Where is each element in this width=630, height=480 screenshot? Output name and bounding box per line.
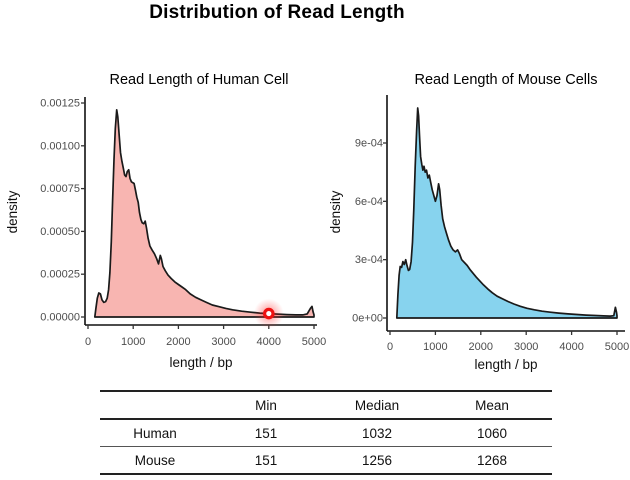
x-tick-label: 4000 <box>559 341 583 353</box>
plot-panel: 0.00000 0.00025 0.00050 0.00075 0.00100 0.001… <box>40 97 326 348</box>
human-density-plot: Read Length of Human Cell density length… <box>0 55 330 385</box>
y-tick-label: 0.00000 <box>40 312 80 324</box>
table-row-human: Human 151 1032 1060 <box>100 419 552 447</box>
mouse-mean: 1268 <box>476 452 508 468</box>
y-axis-label: density <box>5 190 20 233</box>
y-tick-label: 9e-04 <box>355 138 383 150</box>
mouse-density-chart: Read Length of Mouse Cells density lengt… <box>330 72 629 372</box>
col-header-min: Min <box>210 391 322 420</box>
summary-table: Min Median Mean Human 151 1032 1060 Mous… <box>100 390 552 475</box>
x-tick-label: 2000 <box>469 341 493 353</box>
y-tick-label: 3e-04 <box>355 254 383 266</box>
plot-title: Read Length of Mouse Cells <box>415 72 598 88</box>
x-axis-label: length / bp <box>169 355 232 370</box>
density-area <box>93 108 315 318</box>
density-area <box>395 107 618 319</box>
x-tick-label: 1000 <box>423 341 447 353</box>
y-tick-label: 0.00025 <box>40 269 80 281</box>
human-density-chart: Read Length of Human Cell density length… <box>5 72 326 370</box>
figure-title: Distribution of Read Length <box>149 2 405 23</box>
human-mean: 1060 <box>432 419 552 447</box>
mouse-median: 1256 <box>361 452 393 468</box>
mouse-density-plot: Read Length of Mouse Cells density lengt… <box>330 55 630 385</box>
y-tick-label: 0.00075 <box>40 183 80 195</box>
summary-table-container: Min Median Mean Human 151 1032 1060 Mous… <box>100 390 552 475</box>
click-marker-ring <box>262 307 275 320</box>
x-tick-label: 3000 <box>514 341 538 353</box>
row-label: Mouse <box>134 452 176 468</box>
row-label: Human <box>100 419 210 447</box>
x-tick-label: 0 <box>85 336 91 348</box>
y-tick-label: 0.00050 <box>40 226 80 238</box>
plot-title: Read Length of Human Cell <box>110 72 289 88</box>
x-tick-label: 5000 <box>605 341 629 353</box>
x-axis-label: length / bp <box>474 357 537 372</box>
x-tick-label: 3000 <box>211 336 235 348</box>
x-tick-label: 5000 <box>302 336 326 348</box>
y-tick-label: 0.00100 <box>40 140 80 152</box>
y-tick-label: 0e+00 <box>352 313 383 325</box>
x-tick-label: 1000 <box>121 336 145 348</box>
plot-panel: 0e+00 3e-04 6e-04 9e-04 0 1000 2000 3000 4000 500… <box>352 95 629 353</box>
col-header-mean: Mean <box>432 391 552 420</box>
table-row-mouse: Mouse 151 1256 1268 <box>100 447 552 475</box>
table-header-row: Min Median Mean <box>100 391 552 420</box>
human-median: 1032 <box>322 419 432 447</box>
x-tick-label: 4000 <box>257 336 281 348</box>
corner-cell <box>100 391 210 420</box>
human-min: 151 <box>210 419 322 447</box>
y-axis-label: density <box>330 190 343 233</box>
x-tick-label: 2000 <box>166 336 190 348</box>
x-tick-label: 0 <box>387 341 393 353</box>
col-header-median: Median <box>322 391 432 420</box>
y-tick-label: 6e-04 <box>355 196 383 208</box>
y-tick-label: 0.00125 <box>40 98 80 110</box>
mouse-min: 151 <box>254 452 278 468</box>
